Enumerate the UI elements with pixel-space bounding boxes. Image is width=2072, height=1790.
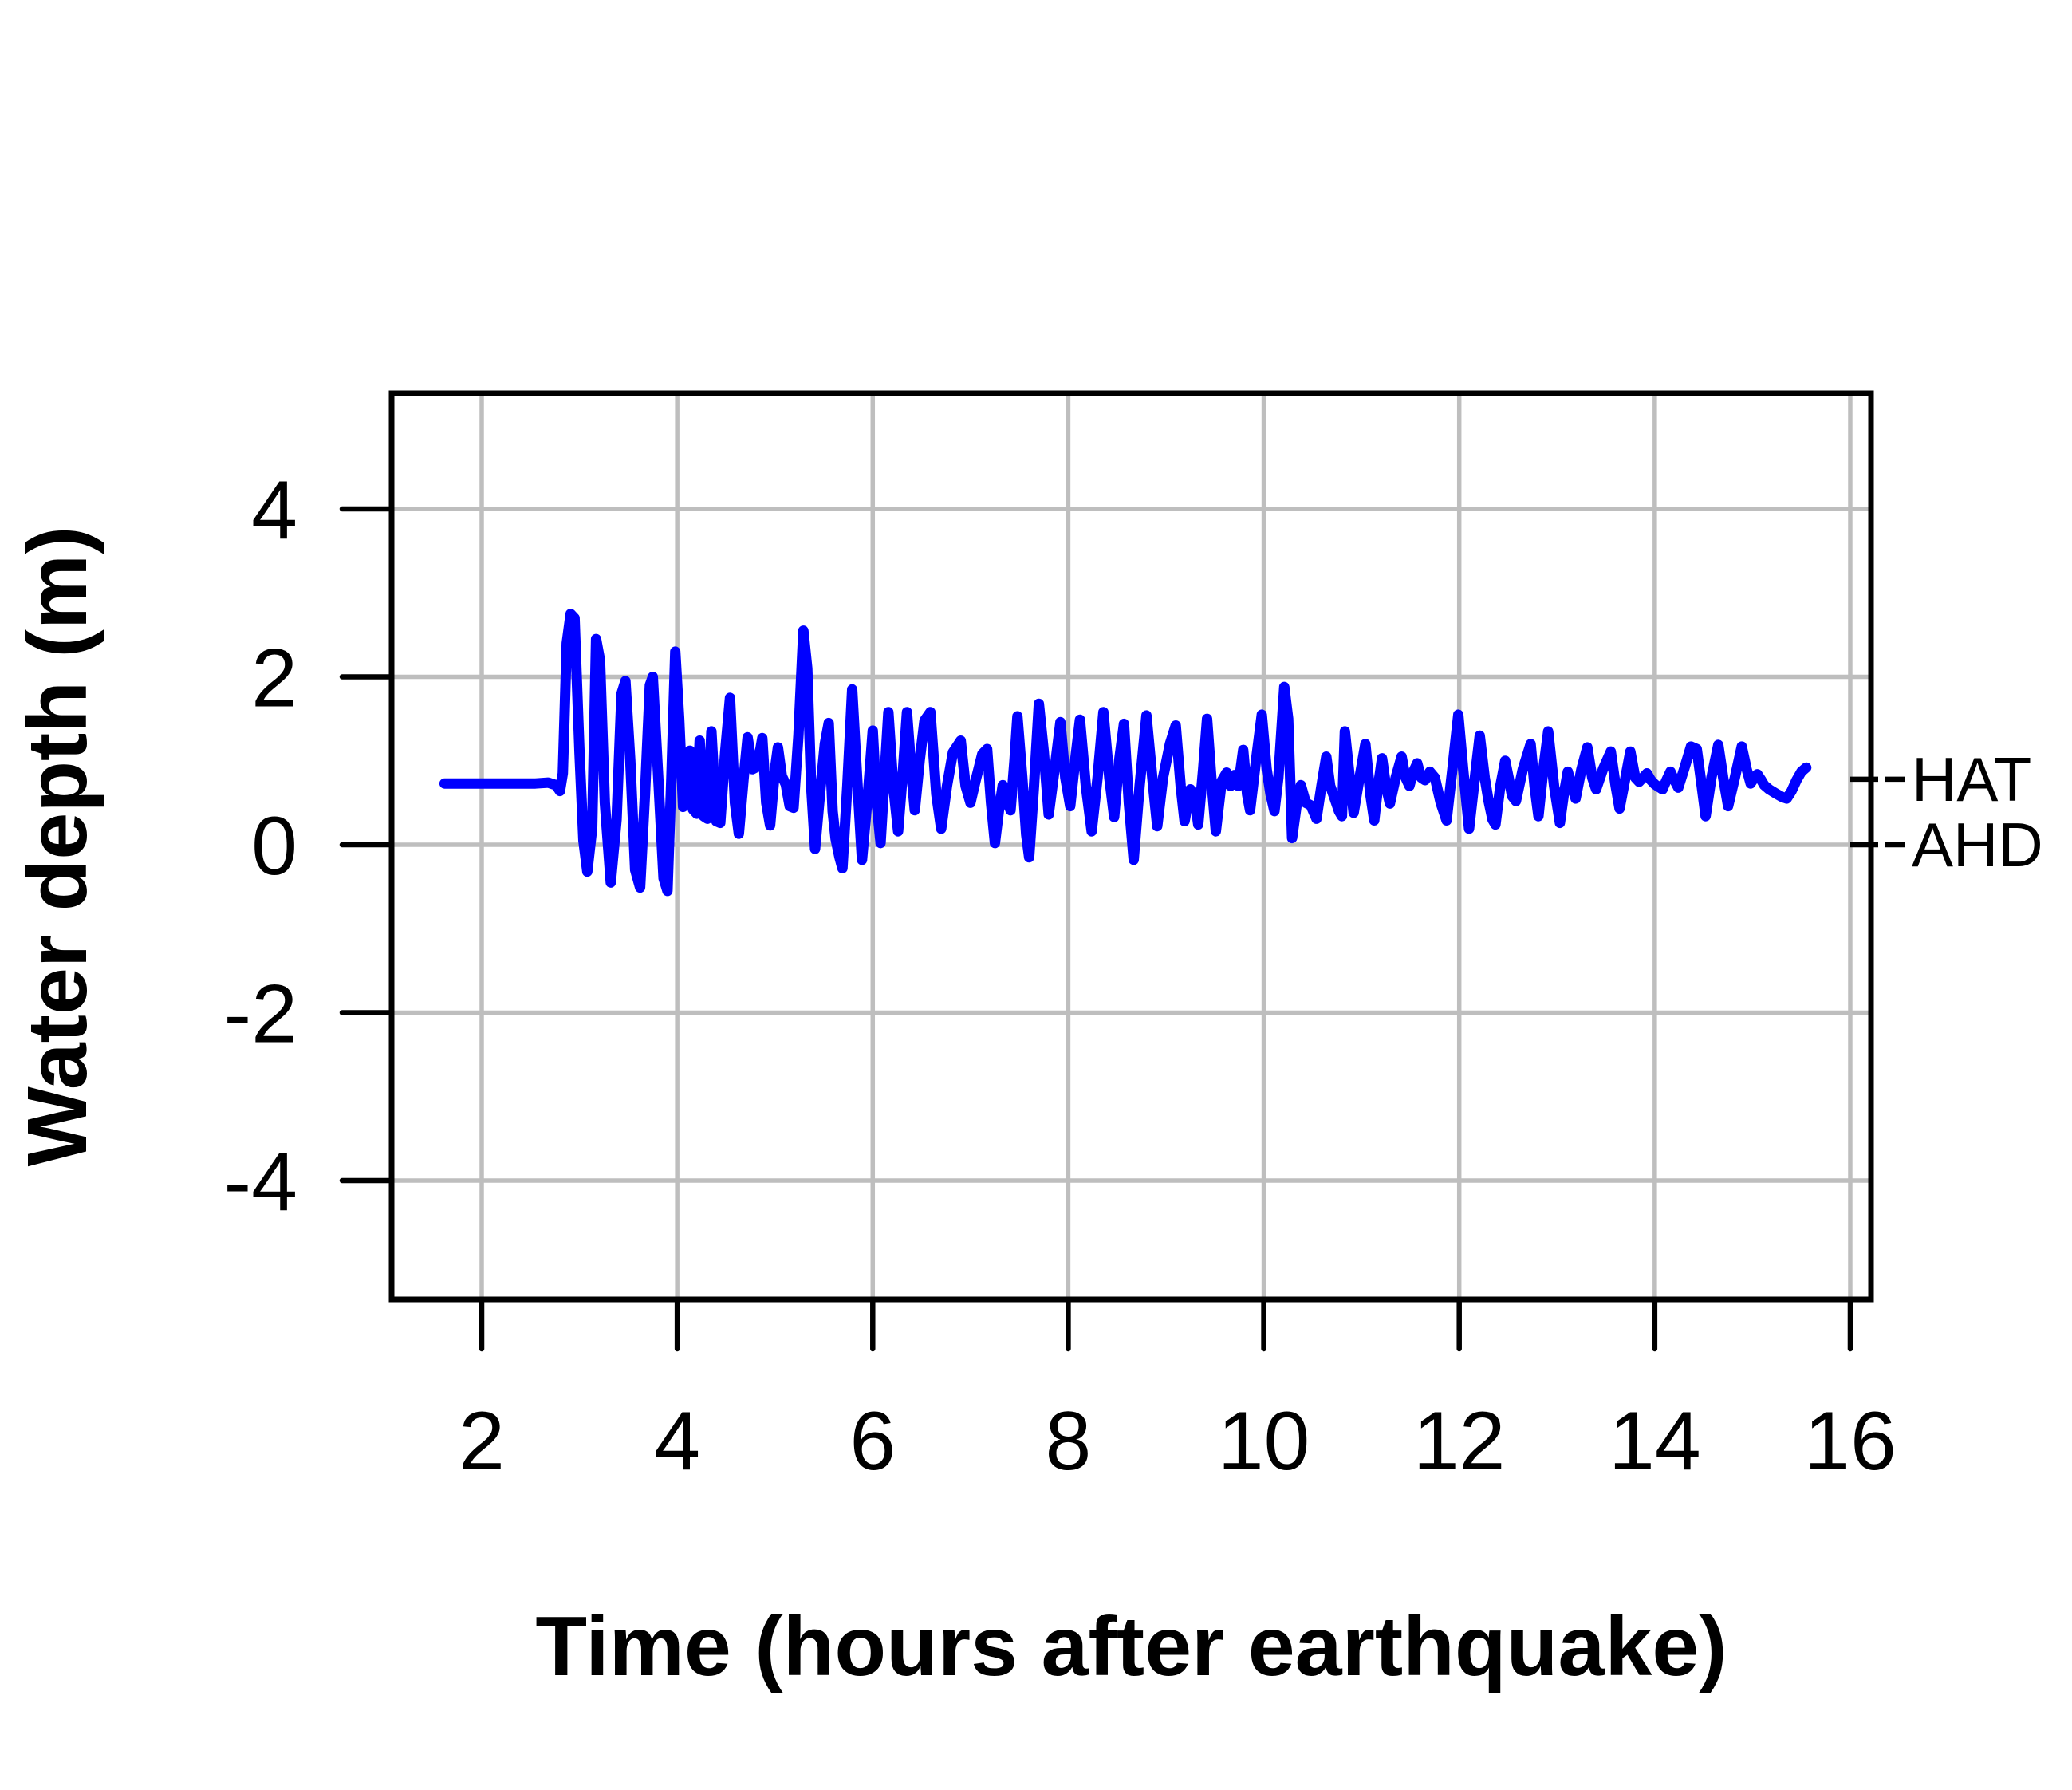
- x-tick-label-6: 6: [849, 1395, 896, 1488]
- y-tick-label--2: -2: [224, 968, 297, 1061]
- x-tick-label-8: 8: [1045, 1395, 1091, 1488]
- x-tick-label-16: 16: [1804, 1395, 1897, 1488]
- axis-ticks: [339, 506, 1853, 1352]
- x-tick-label-10: 10: [1218, 1395, 1310, 1488]
- x-tick-label-12: 12: [1413, 1395, 1506, 1488]
- water-depth-line: [439, 609, 1812, 897]
- y-tick-label-4: 4: [251, 464, 297, 557]
- y-tick-label--4: -4: [224, 1136, 297, 1228]
- x-tick-label-14: 14: [1609, 1395, 1701, 1488]
- y-tick-label-2: 2: [251, 633, 297, 725]
- x-tick-label-2: 2: [459, 1395, 505, 1488]
- data-series: [439, 609, 1812, 897]
- y-tick-label-0: 0: [251, 800, 297, 893]
- x-axis-title: Time (hours after earthquake): [535, 1599, 1727, 1693]
- ahd-label: AHD: [1912, 810, 2043, 880]
- y-axis-title: Water depth (m): [10, 526, 104, 1167]
- axis-tick-labels: 2 4 6 8 10 12 14 16 -4 -2 0 2 4: [224, 464, 1897, 1488]
- x-tick-label-4: 4: [654, 1395, 700, 1488]
- hat-label: HAT: [1912, 744, 2031, 814]
